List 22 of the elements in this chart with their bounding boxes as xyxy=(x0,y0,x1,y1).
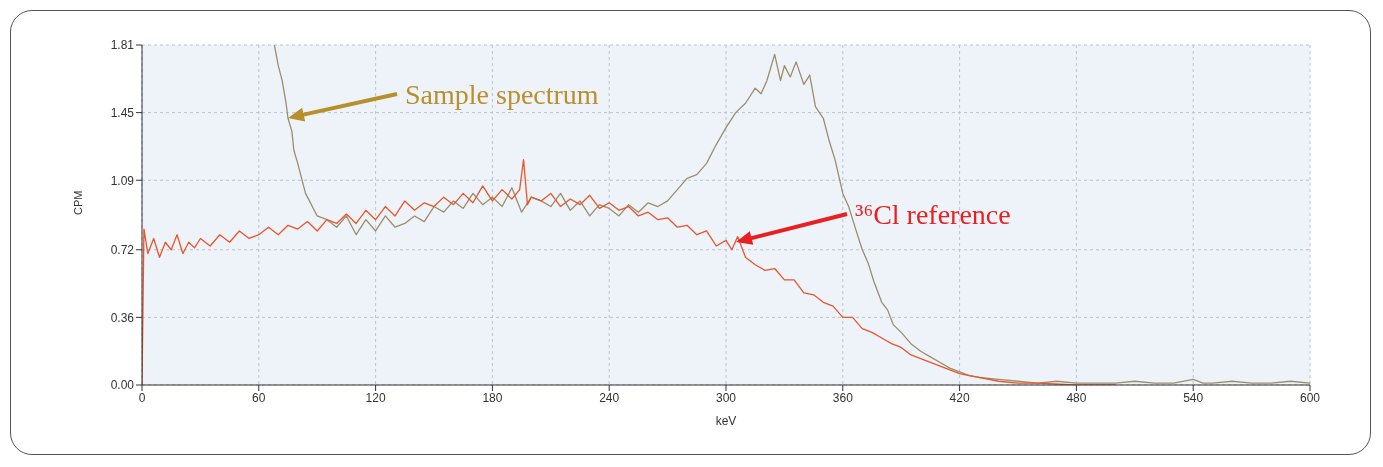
x-tick-label: 420 xyxy=(949,390,970,405)
y-tick-label: 1.09 xyxy=(110,173,135,188)
annotation: ³⁶Cl reference xyxy=(855,199,1011,230)
x-axis-title: keV xyxy=(715,414,737,428)
x-tick-label: 300 xyxy=(715,390,737,405)
y-tick-label: 1.81 xyxy=(110,38,135,53)
x-tick-label: 600 xyxy=(1299,390,1321,405)
y-tick-label: 1.45 xyxy=(110,105,135,120)
x-tick-label: 120 xyxy=(365,390,386,405)
x-tick-label: 540 xyxy=(1183,390,1204,405)
x-tick-label: 0 xyxy=(138,390,146,405)
x-tick-label: 360 xyxy=(832,390,854,405)
x-tick-label: 180 xyxy=(482,390,503,405)
y-tick-label: 0.72 xyxy=(110,243,135,258)
x-tick-label: 480 xyxy=(1066,390,1087,405)
x-tick-label: 60 xyxy=(252,390,266,405)
annotation: Sample spectrum xyxy=(405,79,599,110)
y-tick-label: 0.00 xyxy=(110,378,135,393)
y-axis-title: CPM xyxy=(71,190,84,215)
y-tick-label: 0.36 xyxy=(110,310,135,325)
line-series xyxy=(273,45,1310,384)
x-tick-label: 240 xyxy=(599,390,620,405)
